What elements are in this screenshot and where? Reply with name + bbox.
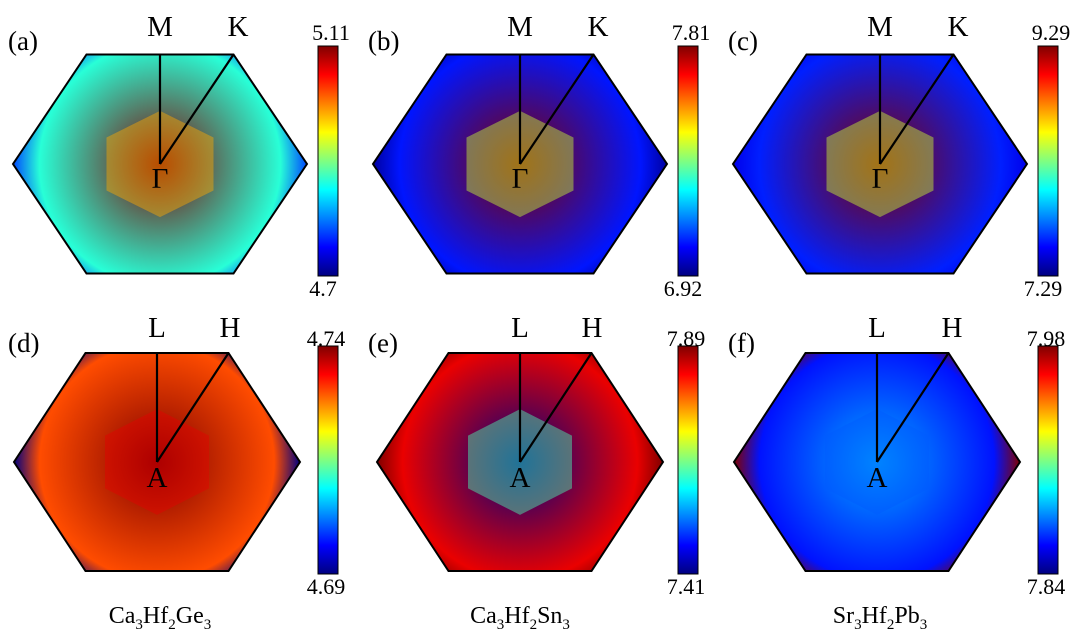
point-label-center: Γ	[151, 163, 169, 195]
zone-boundary	[732, 352, 1022, 572]
panel-a-plot	[11, 45, 339, 277]
panel-e-plot	[375, 345, 699, 575]
colorbar	[677, 45, 699, 277]
zone-boundary	[731, 53, 1029, 275]
point-label-top-center: M	[507, 11, 533, 43]
panel-label: (c)	[728, 26, 758, 56]
colorbar	[1037, 345, 1059, 575]
path-line-center-to-corner	[519, 53, 595, 165]
colorbar-max-label: 7.98	[1026, 326, 1066, 351]
point-label-center: Γ	[871, 163, 889, 195]
zone-boundary	[11, 53, 309, 275]
point-label-top-corner: K	[947, 11, 969, 43]
point-label-top-center: L	[868, 312, 886, 344]
panel-label: (a)	[8, 26, 38, 56]
panel-d: (d) L H A 4.74 4.69 Ca3Hf2Ge3	[0, 312, 357, 633]
path-line-center-to-corner	[159, 53, 235, 165]
point-label-top-corner: H	[219, 312, 241, 344]
material-caption: Ca3Hf2Sn3	[470, 603, 570, 633]
panel-f-plot	[732, 345, 1059, 575]
point-label-top-center: L	[148, 312, 166, 344]
colorbar-min-label: 7.84	[1026, 574, 1066, 599]
point-label-top-corner: K	[587, 11, 609, 43]
panel-c: (c) M K Γ 9.29 7.29	[720, 0, 1072, 314]
panel-label: (f)	[728, 328, 755, 358]
colorbar-max-label: 7.89	[666, 326, 706, 351]
colorbar-min-label: 6.92	[663, 276, 703, 301]
point-label-top-center: M	[147, 11, 173, 43]
contour-band	[468, 409, 572, 515]
point-label-top-corner: H	[581, 312, 603, 344]
panel-c-plot	[731, 45, 1059, 277]
point-label-center: A	[146, 462, 168, 494]
point-label-top-center: L	[511, 312, 529, 344]
colorbar	[1037, 45, 1059, 277]
colorbar-min-label: 4.7	[309, 276, 337, 301]
panel-f: (f) L H A 7.98 7.84 Sr3Hf2Pb3	[720, 312, 1072, 633]
panel-d-plot	[12, 345, 339, 575]
colorbar-min-label: 7.41	[666, 574, 706, 599]
panel-label: (b)	[368, 26, 400, 56]
panel-b: (b) M K Γ 7.81 6.92	[360, 0, 717, 314]
path-line-center-to-corner	[519, 352, 593, 463]
colorbar	[317, 45, 339, 277]
path-line-center-to-corner	[876, 352, 950, 463]
panel-a: (a) M K Γ 5.11 4.7	[0, 0, 357, 314]
colorbar-min-label: 4.69	[306, 574, 346, 599]
colorbar-min-label: 7.29	[1023, 276, 1063, 301]
colorbar	[677, 345, 699, 575]
panel-e: (e) L H A 7.89 7.41 Ca3Hf2Sn3	[360, 312, 717, 633]
material-caption: Ca3Hf2Ge3	[108, 603, 212, 633]
zone-boundary	[371, 53, 669, 275]
path-line-center-to-corner	[156, 352, 230, 463]
colorbar-max-label: 7.81	[671, 20, 711, 45]
path-line-center-to-corner	[879, 53, 955, 165]
colorbar-max-label: 9.29	[1031, 20, 1071, 45]
point-label-center: Γ	[511, 163, 529, 195]
panel-label: (d)	[8, 328, 40, 358]
contour-band	[105, 409, 209, 515]
colorbar-max-label: 4.74	[306, 326, 346, 351]
zone-boundary	[12, 352, 302, 572]
point-label-center: A	[866, 462, 888, 494]
panel-b-plot	[371, 45, 699, 277]
panel-label: (e)	[368, 328, 398, 358]
contour-band	[825, 409, 929, 515]
colorbar-max-label: 5.11	[312, 20, 350, 45]
point-label-center: A	[509, 462, 531, 494]
colorbar	[317, 345, 339, 575]
point-label-top-corner: K	[227, 11, 249, 43]
zone-boundary	[375, 352, 665, 572]
point-label-top-center: M	[867, 11, 893, 43]
point-label-top-corner: H	[941, 312, 963, 344]
material-caption: Sr3Hf2Pb3	[832, 603, 928, 633]
